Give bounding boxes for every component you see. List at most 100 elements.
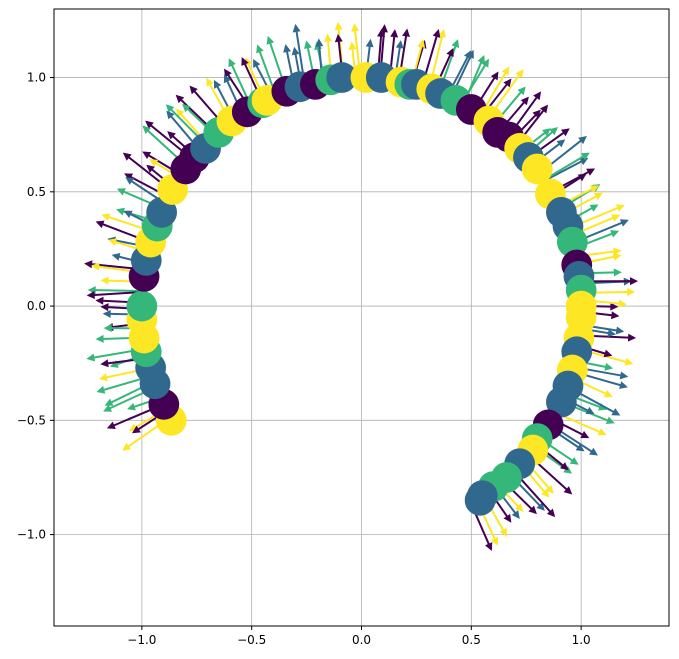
quiver-arrowhead xyxy=(586,168,596,176)
quiver-arrowhead xyxy=(106,421,116,429)
quiver-arrowhead xyxy=(127,402,136,411)
quiver-arrowhead xyxy=(618,299,627,308)
quiver-arrowhead xyxy=(511,510,520,519)
quiver-arrowhead xyxy=(315,38,324,47)
quiver-arrowhead xyxy=(182,103,191,113)
quiver-arrowhead xyxy=(86,353,95,362)
scatter-points xyxy=(126,62,597,516)
quiver-arrowhead xyxy=(607,329,616,338)
x-tick-label: 1.0 xyxy=(572,633,591,647)
y-tick-label: 0.5 xyxy=(27,185,46,199)
quiver-arrowhead xyxy=(490,536,499,546)
quiver-arrowhead xyxy=(619,219,629,227)
quiver-arrowhead xyxy=(611,408,621,416)
quiver-arrowhead xyxy=(95,296,104,305)
quiver-arrowhead xyxy=(619,381,628,389)
quiver-arrowhead xyxy=(499,527,508,537)
quiver-arrowhead xyxy=(532,109,541,119)
quiver-arrowhead xyxy=(590,185,600,193)
quiver-arrow xyxy=(543,152,589,181)
quiver-arrowhead xyxy=(86,291,95,300)
quiver-arrowhead xyxy=(589,447,598,456)
quiver-arrowhead xyxy=(104,398,114,406)
quiver-arrowhead xyxy=(84,260,93,269)
quiver-arrowhead xyxy=(575,443,585,452)
quiver-arrowhead xyxy=(123,210,133,218)
quiver-arrowhead xyxy=(563,486,573,495)
quiver-arrowhead xyxy=(580,152,590,161)
quiver-arrowhead xyxy=(603,349,613,358)
quiver-arrowhead xyxy=(556,139,566,148)
quiver-arrowhead xyxy=(627,333,637,342)
quiver-arrowhead xyxy=(213,79,222,89)
data-point xyxy=(464,484,496,516)
quiver-arrowhead xyxy=(253,58,261,68)
quiver-arrowhead xyxy=(610,311,620,320)
quiver-arrowhead xyxy=(477,55,485,64)
quiver-arrowhead xyxy=(597,428,607,436)
quiver-arrowhead xyxy=(224,68,232,78)
data-point xyxy=(146,197,177,228)
quiver-arrowhead xyxy=(610,302,619,311)
quiver-arrowhead xyxy=(142,151,152,159)
quiver-arrowhead xyxy=(142,125,151,134)
quiver-arrowhead xyxy=(438,29,446,38)
quiver-arrowhead xyxy=(463,50,472,60)
quiver-arrowhead xyxy=(542,128,551,137)
axis-ticks: −1.0 −0.5 0.0 0.5 1.0 −1.0 −0.5 0.0 0.5 1.0 xyxy=(17,71,591,647)
quiver-arrowhead xyxy=(615,326,625,335)
quiver-arrowhead xyxy=(520,96,529,106)
quiver-arrowhead xyxy=(610,230,620,238)
quiver-arrowhead xyxy=(613,247,622,256)
data-point xyxy=(326,62,358,93)
quiver-arrowhead xyxy=(578,135,587,145)
quiver-arrowhead xyxy=(585,406,595,415)
quiver-arrowhead xyxy=(101,213,111,221)
quiver-arrowhead xyxy=(589,204,599,212)
y-tick-label: 0.0 xyxy=(27,299,46,313)
quiver-arrowhead xyxy=(611,214,621,222)
quiver-arrowhead xyxy=(91,262,100,271)
quiver-arrowhead xyxy=(446,48,454,57)
quiver-arrowhead xyxy=(541,488,550,498)
quiver-arrowhead xyxy=(100,303,109,312)
data-point xyxy=(556,226,588,258)
quiver-arrowhead xyxy=(189,85,198,95)
quiver-arrowhead xyxy=(348,41,357,50)
x-tick-label: 0.5 xyxy=(462,633,481,647)
quiver-arrowhead xyxy=(545,485,554,494)
quiver-arrowhead xyxy=(116,207,125,216)
quiver-arrowhead xyxy=(175,108,185,118)
quiver-arrowhead xyxy=(549,127,558,136)
quiver-arrowhead xyxy=(334,21,343,31)
quiver-arrowhead xyxy=(377,28,386,38)
quiver-arrowhead xyxy=(630,277,639,286)
quiver-arrowhead xyxy=(624,357,634,366)
quiver-arrowhead xyxy=(515,503,524,512)
quiver-arrowhead xyxy=(613,268,622,277)
quiver-arrowhead xyxy=(304,40,312,50)
quiver-arrowhead xyxy=(103,404,113,412)
quiver-arrowhead xyxy=(619,371,629,380)
x-tick-label: 0.0 xyxy=(352,633,371,647)
quiver-arrowhead xyxy=(102,309,111,318)
quiver-arrow xyxy=(89,289,143,293)
quiver-arrowhead xyxy=(539,104,549,114)
data-point xyxy=(546,386,577,418)
x-tick-label: −0.5 xyxy=(237,633,266,647)
quiver-arrowhead xyxy=(560,462,569,471)
quiver-arrowhead xyxy=(291,46,300,56)
quiver-arrowhead xyxy=(100,276,109,285)
quiver-arrowhead xyxy=(560,128,570,137)
quiver-arrowhead xyxy=(146,164,155,173)
y-tick-label: −0.5 xyxy=(17,413,46,427)
quiver-arrowhead xyxy=(167,131,176,140)
quiver-arrowhead xyxy=(603,389,613,398)
quiver-arrowhead xyxy=(417,39,426,49)
quiver-arrowhead xyxy=(579,157,589,166)
quiver-arrowhead xyxy=(228,58,236,68)
quiver-arrowhead xyxy=(351,23,360,32)
quiver-arrowhead xyxy=(605,416,615,424)
quiver-arrowhead xyxy=(604,362,614,371)
